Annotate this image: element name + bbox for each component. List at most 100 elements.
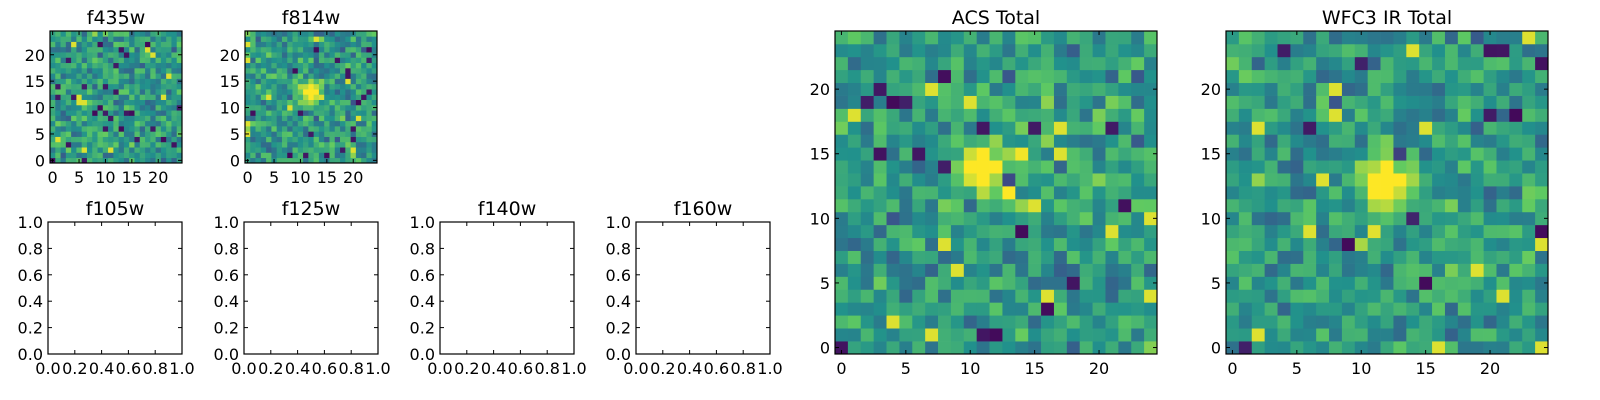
heatmap-cell (166, 157, 172, 164)
heatmap-cell (1522, 160, 1536, 174)
heatmap-cell (160, 46, 167, 53)
heatmap-cell (847, 56, 862, 71)
heatmap-cell (925, 211, 939, 226)
heatmap-cell (318, 41, 325, 48)
heatmap-cell (1316, 276, 1330, 290)
heatmap-cell (303, 36, 309, 42)
heatmap-cell (1079, 160, 1093, 174)
heatmap-cell (1238, 108, 1253, 122)
panel-title: f105w (86, 198, 145, 220)
heatmap-cell (1303, 276, 1317, 290)
heatmap-cell (176, 62, 183, 69)
heatmap-cell (271, 104, 278, 111)
heatmap-cell (329, 136, 336, 143)
heatmap-cell (963, 237, 978, 251)
heatmap-cell (255, 94, 262, 100)
heatmap-cell (835, 328, 849, 342)
heatmap-cell (92, 136, 98, 143)
heatmap-cell (1444, 43, 1459, 58)
heatmap-cell (1264, 160, 1278, 174)
heatmap-cell (303, 147, 309, 153)
heatmap-cell (92, 120, 98, 127)
heatmap-cell (134, 131, 141, 137)
heatmap-cell (313, 52, 320, 58)
heatmap-cell (1522, 328, 1536, 342)
heatmap-cell (366, 36, 373, 42)
heatmap-cell (123, 120, 130, 127)
heatmap-cell (118, 136, 125, 143)
heatmap-cell (1367, 224, 1381, 239)
heatmap-cell (1251, 237, 1265, 251)
heatmap-cell (139, 141, 146, 148)
heatmap-cell (1457, 173, 1472, 187)
heatmap-cell (976, 31, 990, 45)
heatmap-cell (297, 99, 304, 106)
heatmap-cell (166, 83, 172, 90)
heatmap-cell (81, 57, 88, 64)
heatmap-cell (281, 141, 288, 148)
heatmap-cell (1470, 289, 1484, 303)
heatmap-cell (1354, 43, 1369, 58)
heatmap-cell (886, 250, 900, 264)
heatmap-cell (340, 115, 346, 122)
heatmap-cell (118, 126, 125, 132)
heatmap-cell (118, 94, 125, 100)
heatmap-cell (108, 115, 114, 122)
heatmap-cell (873, 289, 887, 303)
heatmap-cell (76, 131, 83, 137)
heatmap-cell (1316, 341, 1330, 355)
heatmap-cell (65, 136, 72, 143)
heatmap-cell (860, 121, 874, 135)
heatmap-cell (308, 67, 314, 74)
heatmap-cell (1329, 82, 1343, 96)
heatmap-cell (313, 115, 320, 122)
heatmap-cell (963, 173, 978, 187)
heatmap-cell (97, 141, 104, 148)
x-tick-label: 0.6 (704, 359, 729, 378)
heatmap-cell (60, 147, 67, 153)
heatmap-cell (334, 157, 341, 164)
heatmap-cell (118, 73, 125, 79)
heatmap-cell (1290, 289, 1304, 303)
heatmap-cell (1092, 198, 1106, 213)
heatmap-cell (71, 62, 77, 69)
heatmap-cell (1118, 289, 1132, 303)
heatmap-cell (345, 41, 351, 48)
heatmap-cell (281, 115, 288, 122)
heatmap-cell (1432, 147, 1446, 161)
heatmap-cell (1522, 31, 1536, 45)
heatmap-cell (65, 147, 72, 153)
heatmap-cell (71, 31, 77, 37)
y-tick-label: 0.6 (606, 266, 631, 285)
heatmap-cell (976, 82, 990, 96)
heatmap-cell (318, 131, 325, 137)
heatmap-cell (976, 302, 990, 316)
heatmap-cell (1509, 134, 1523, 148)
heatmap-cell (340, 157, 346, 164)
heatmap-cell (1329, 69, 1343, 84)
heatmap-cell (912, 82, 926, 96)
heatmap-cell (1329, 302, 1343, 316)
heatmap-cell (108, 152, 114, 159)
heatmap-cell (1290, 173, 1304, 187)
heatmap-cell (835, 121, 849, 135)
heatmap-cell (1393, 134, 1407, 148)
heatmap-cell (1432, 43, 1446, 58)
heatmap-cell (886, 173, 900, 187)
heatmap-cell (1118, 31, 1132, 45)
heatmap-cell (308, 104, 314, 111)
heatmap-cell (1238, 147, 1253, 161)
heatmap-cell (139, 152, 146, 159)
heatmap-cell (250, 67, 256, 74)
heatmap-cell (281, 131, 288, 137)
heatmap-cell (1226, 43, 1240, 58)
heatmap-cell (245, 136, 251, 143)
heatmap-cell (308, 157, 314, 164)
heatmap-cell (303, 120, 309, 127)
heatmap-cell (1015, 289, 1029, 303)
heatmap-cell (860, 95, 874, 109)
panel-title: f435w (87, 7, 146, 29)
heatmap-cell (1290, 250, 1304, 264)
heatmap-cell (1066, 186, 1081, 200)
heatmap-cell (886, 160, 900, 174)
